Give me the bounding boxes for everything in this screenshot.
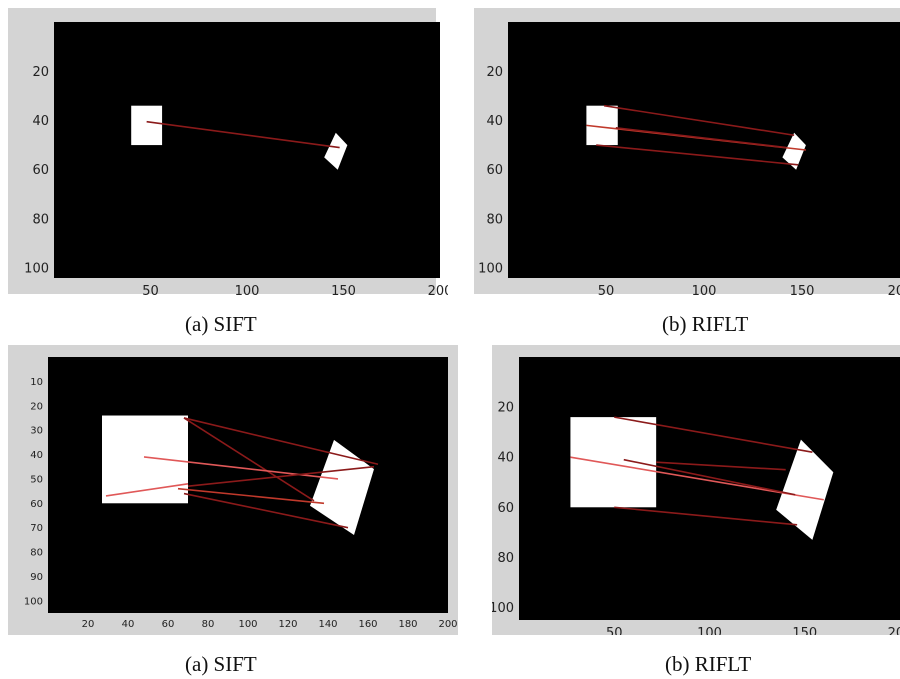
match-line-6 — [183, 492, 349, 529]
plot-bottom-right: 50 100 150 200 20 40 60 80 100 — [492, 357, 900, 635]
match-line-3 — [656, 461, 786, 471]
x-tick-label: 50 — [606, 626, 623, 635]
match-line-5 — [187, 465, 375, 488]
y-tick-label: 40 — [497, 451, 514, 466]
plot-panel-bottom-left: 20 40 60 80 100 120 140 160 180 200 10 20 30 40 50 60 70… — [8, 345, 458, 635]
x-tick-label: 100 — [235, 284, 260, 298]
x-tick-label: 200 — [888, 284, 900, 298]
x-tick-label: 100 — [238, 619, 257, 630]
caption-bottom-right: (b) RIFLT — [665, 652, 752, 676]
y-tick-label: 80 — [32, 212, 49, 227]
plot-bottom-left: 20 40 60 80 100 120 140 160 180 200 10 20 30 40 50 60 70… — [24, 357, 458, 630]
y-tick-label: 50 — [30, 474, 43, 485]
y-tick-label: 90 — [30, 572, 43, 583]
plot-top-left: 50 100 150 200 20 40 60 80 100 — [24, 22, 448, 298]
y-tick-label: 80 — [497, 551, 514, 566]
plot-panel-bottom-right: 50 100 150 200 20 40 60 80 100 — [492, 345, 900, 635]
rotated-square — [310, 439, 374, 535]
y-tick-label: 20 — [32, 65, 49, 80]
y-tick-label: 60 — [32, 163, 49, 178]
y-tick-label: 100 — [24, 262, 49, 277]
x-tick-label: 100 — [697, 626, 722, 635]
y-tick-label: 100 — [492, 601, 514, 616]
match-line-1 — [603, 104, 795, 137]
match-line-1 — [183, 417, 379, 466]
x-tick-label: 40 — [122, 619, 135, 630]
x-tick-label: 140 — [318, 619, 337, 630]
plot-area — [54, 22, 440, 278]
match-line-3 — [143, 456, 339, 480]
reference-square — [102, 415, 188, 504]
caption-top-left: (a) SIFT — [185, 312, 257, 336]
x-tick-label: 200 — [438, 619, 457, 630]
y-tick-label: 40 — [30, 450, 43, 461]
y-tick-label: 40 — [486, 114, 503, 129]
caption-bottom-left: (a) SIFT — [185, 652, 257, 676]
x-tick-label: 180 — [398, 619, 417, 630]
x-tick-label: 20 — [82, 619, 95, 630]
x-tick-label: 150 — [792, 626, 817, 635]
x-tick-label: 150 — [790, 284, 815, 298]
match-line-4 — [623, 458, 796, 496]
match-line-5 — [614, 506, 798, 526]
reference-square — [131, 105, 163, 146]
y-tick-label: 80 — [486, 212, 503, 227]
y-tick-label: 100 — [478, 262, 503, 277]
x-tick-label: 200 — [888, 626, 900, 635]
caption-top-right: (b) RIFLT — [662, 312, 749, 336]
match-line-4 — [105, 482, 189, 497]
y-tick-label: 40 — [32, 114, 49, 129]
x-tick-label: 100 — [692, 284, 717, 298]
x-tick-label: 50 — [598, 284, 615, 298]
x-tick-label: 160 — [358, 619, 377, 630]
x-tick-label: 60 — [162, 619, 175, 630]
y-tick-label: 70 — [30, 523, 43, 534]
y-tick-label: 80 — [30, 548, 43, 559]
x-tick-label: 200 — [428, 284, 448, 298]
plot-top-right: 50 100 150 200 20 40 60 80 100 — [478, 22, 900, 298]
match-line-1 — [614, 416, 813, 453]
y-tick-label: 30 — [30, 426, 43, 437]
match-line-2 — [183, 417, 315, 502]
match-line-4 — [596, 144, 799, 166]
rotated-square — [776, 439, 834, 540]
plot-panel-top-right: 50 100 150 200 20 40 60 80 100 — [474, 8, 900, 298]
y-tick-label: 10 — [30, 377, 43, 388]
reference-square — [570, 417, 657, 508]
plot-panel-top-left: 50 100 150 200 20 40 60 80 100 — [8, 8, 448, 298]
x-tick-label: 50 — [142, 284, 159, 298]
y-tick-label: 60 — [30, 499, 43, 510]
rotated-square — [324, 132, 348, 170]
y-tick-label: 100 — [24, 596, 43, 607]
y-tick-label: 20 — [30, 401, 43, 412]
y-tick-label: 60 — [486, 163, 503, 178]
rotated-square — [782, 132, 806, 170]
y-tick-label: 20 — [497, 401, 514, 416]
y-tick-label: 60 — [497, 501, 514, 516]
match-line-3 — [615, 127, 787, 149]
match-line-1 — [146, 120, 340, 149]
x-tick-label: 80 — [202, 619, 215, 630]
x-tick-label: 150 — [331, 284, 356, 298]
x-tick-label: 120 — [278, 619, 297, 630]
y-tick-label: 20 — [486, 65, 503, 80]
match-line-7 — [177, 487, 325, 505]
plot-area — [508, 22, 900, 278]
